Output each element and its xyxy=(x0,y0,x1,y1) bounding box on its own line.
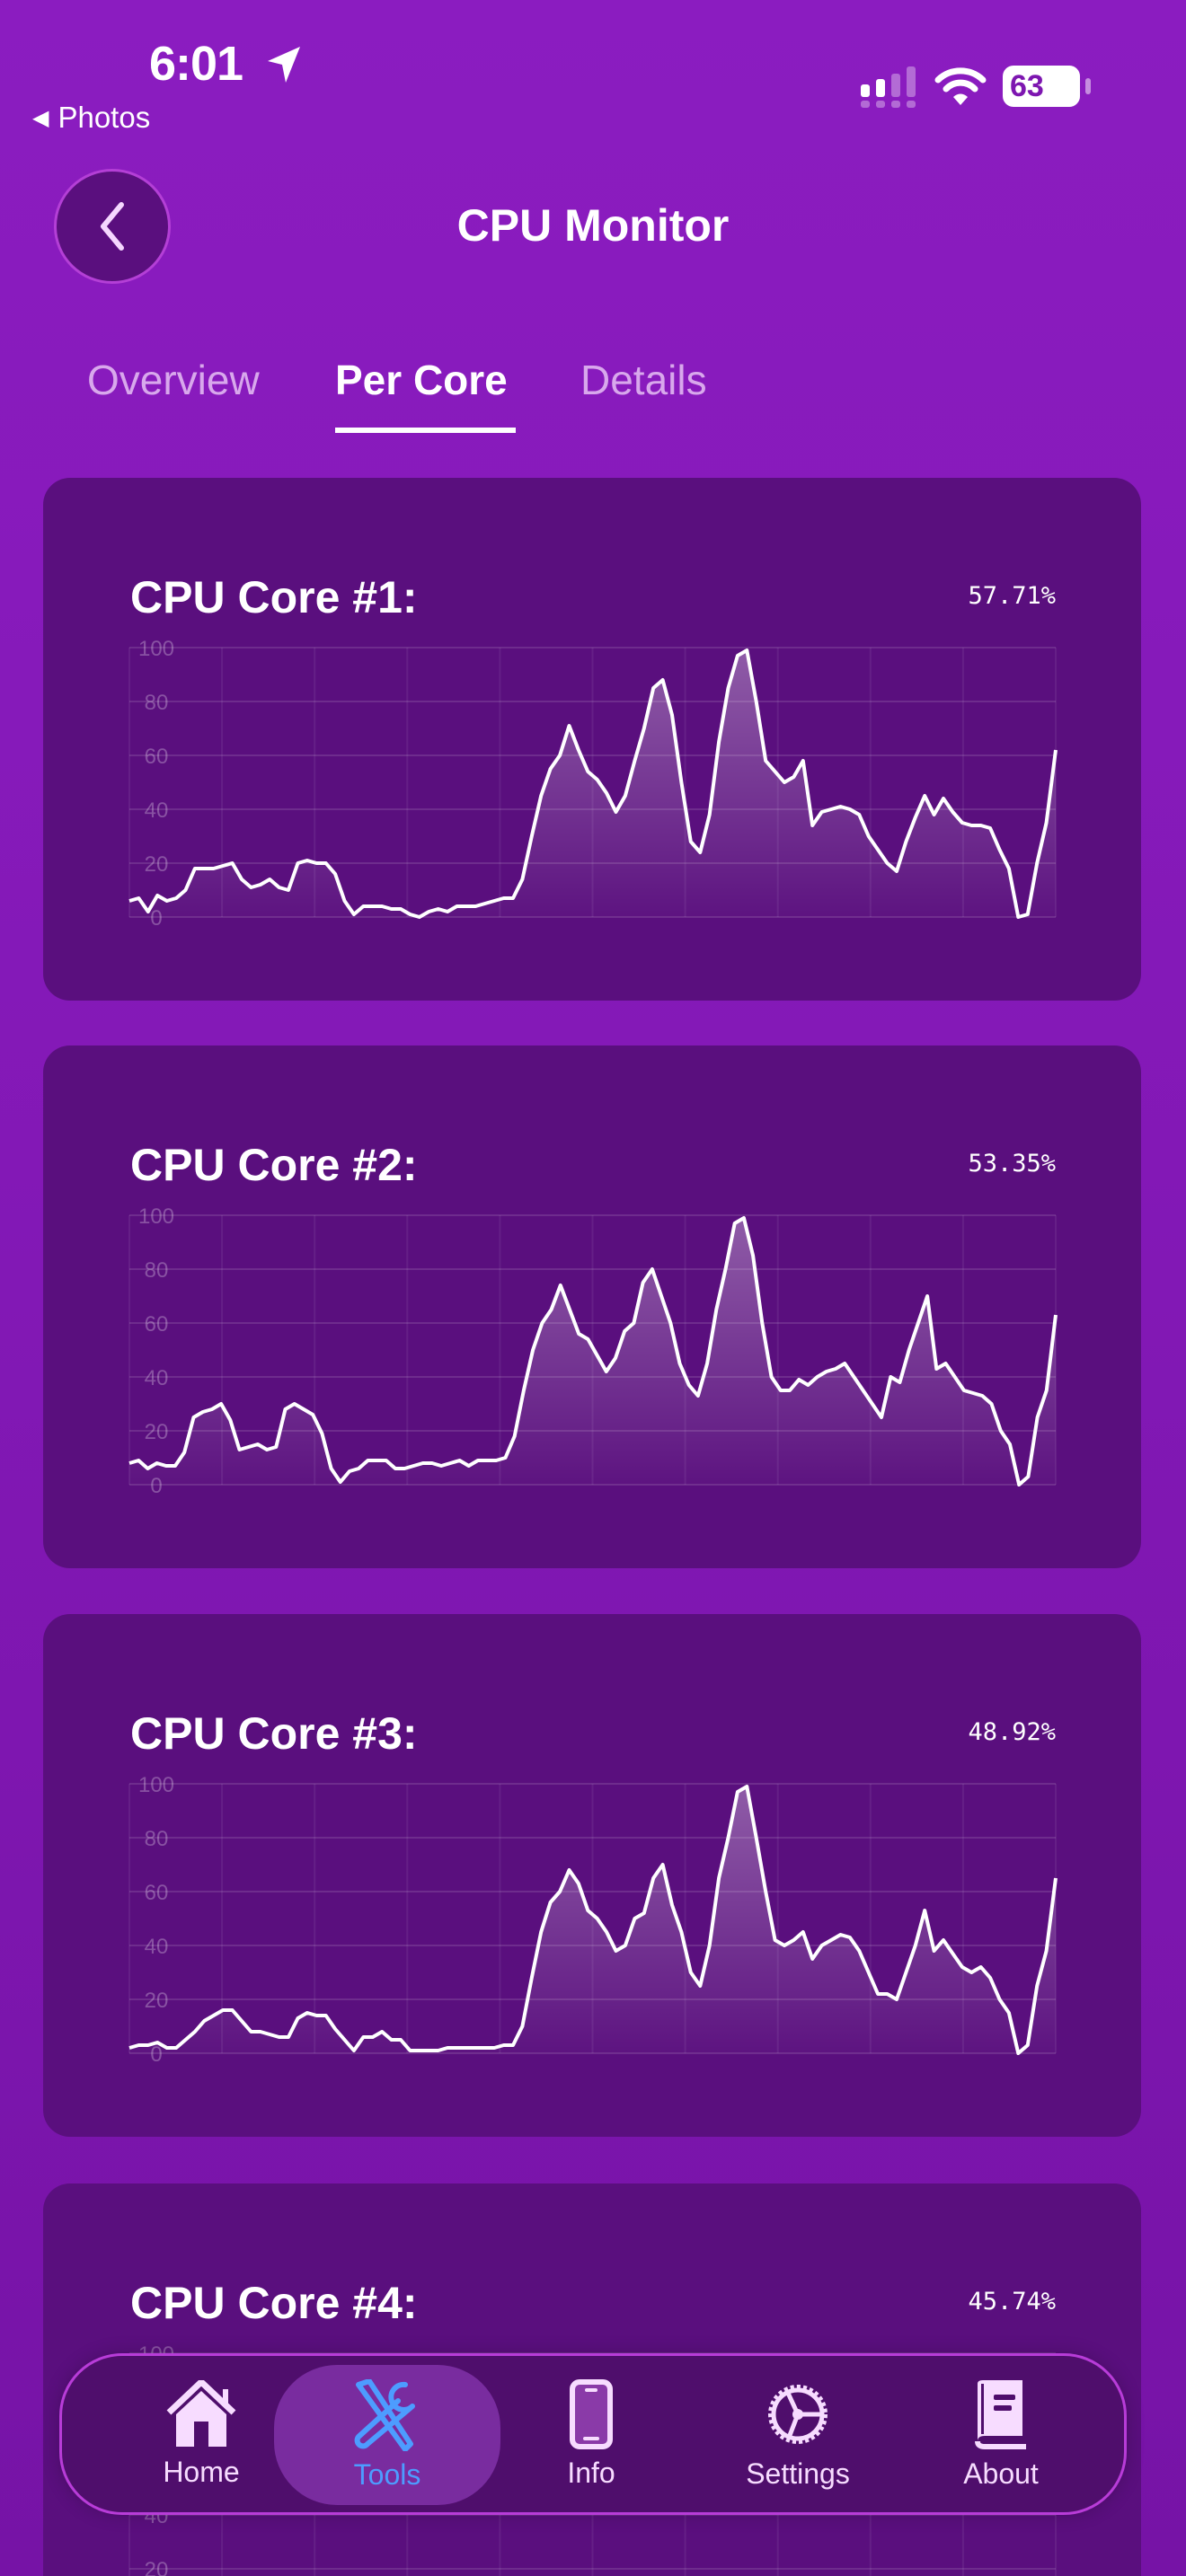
status-time: 6:01 xyxy=(149,37,243,91)
usage-area-fill xyxy=(129,1218,1056,1485)
core-title: CPU Core #2: xyxy=(130,1140,418,1190)
tab-overview[interactable]: Overview xyxy=(87,357,260,403)
bottom-tab-bar: Home Tools Info Settings About xyxy=(59,2353,1127,2515)
core-usage-value: 53.35% xyxy=(968,1150,1056,1178)
nav-label: Info xyxy=(567,2456,615,2489)
tools-icon xyxy=(354,2378,415,2451)
core-title: CPU Core #4: xyxy=(130,2278,418,2328)
y-tick-label: 80 xyxy=(145,1827,169,1851)
nav-label: Home xyxy=(163,2455,240,2488)
location-arrow-icon xyxy=(268,47,300,83)
nav-label: Settings xyxy=(746,2457,850,2490)
y-tick-label: 100 xyxy=(138,637,174,661)
core-card-3: 0 20 40 60 80 100 CPU Core #3: 48.92% xyxy=(43,1614,1141,2137)
core-title: CPU Core #1: xyxy=(130,572,418,622)
core-title: CPU Core #3: xyxy=(130,1708,418,1759)
core-card-2: 0 20 40 60 80 100 CPU Core #2: 53.35% xyxy=(43,1045,1141,1568)
core-usage-value: 45.74% xyxy=(968,2288,1056,2316)
back-to-app-link[interactable]: ◀ Photos xyxy=(32,101,150,135)
y-tick-label: 20 xyxy=(145,2558,169,2576)
y-tick-label: 20 xyxy=(145,1989,169,2013)
nav-home[interactable]: Home xyxy=(98,2356,305,2512)
page-title: CPU Monitor xyxy=(456,200,730,251)
back-triangle-icon: ◀ xyxy=(32,105,49,130)
y-tick-label: 60 xyxy=(145,1881,169,1905)
battery-indicator: 63 xyxy=(1003,66,1091,107)
nav-settings[interactable]: Settings xyxy=(695,2356,901,2512)
battery-level: 63 xyxy=(1010,68,1044,103)
usage-area-fill xyxy=(129,650,1056,917)
core-card-1: 0 20 40 60 80 100 CPU Core #1: 57.71% xyxy=(43,478,1141,1001)
home-icon xyxy=(166,2379,236,2447)
usage-line xyxy=(128,648,1058,919)
tab-details[interactable]: Details xyxy=(580,357,707,403)
y-tick-label: 40 xyxy=(145,1366,169,1390)
nav-tools[interactable]: Tools xyxy=(274,2365,500,2505)
core-usage-value: 48.92% xyxy=(968,1718,1056,1746)
back-button[interactable] xyxy=(54,169,171,284)
y-tick-label: 40 xyxy=(145,798,169,823)
y-tick-label: 40 xyxy=(145,1935,169,1959)
nav-info[interactable]: Info xyxy=(488,2356,695,2512)
back-app-label: Photos xyxy=(58,101,151,134)
usage-line xyxy=(128,1216,1058,1486)
nav-label: Tools xyxy=(353,2457,421,2491)
y-tick-label: 80 xyxy=(145,1258,169,1283)
active-tab-underline xyxy=(335,428,516,433)
wifi-icon xyxy=(934,67,987,105)
y-tick-label: 80 xyxy=(145,691,169,715)
y-tick-label: 20 xyxy=(145,852,169,877)
cellular-signal-icon xyxy=(861,66,916,108)
y-tick-label: 60 xyxy=(145,745,169,769)
y-tick-label: 100 xyxy=(138,1204,174,1229)
phone-icon xyxy=(570,2378,613,2449)
book-icon xyxy=(975,2379,1026,2449)
nav-label: About xyxy=(963,2457,1039,2490)
y-tick-label: 100 xyxy=(138,1773,174,1797)
nav-about[interactable]: About xyxy=(898,2356,1104,2512)
y-tick-label: 60 xyxy=(145,1312,169,1337)
gear-icon xyxy=(768,2384,828,2444)
tab-per-core[interactable]: Per Core xyxy=(335,357,508,403)
usage-area-fill xyxy=(129,1786,1056,2053)
usage-line xyxy=(128,1785,1058,2055)
core-usage-value: 57.71% xyxy=(968,582,1056,610)
chevron-left-icon xyxy=(101,202,124,251)
status-icons: 63 xyxy=(859,65,1091,108)
y-tick-label: 20 xyxy=(145,1420,169,1444)
